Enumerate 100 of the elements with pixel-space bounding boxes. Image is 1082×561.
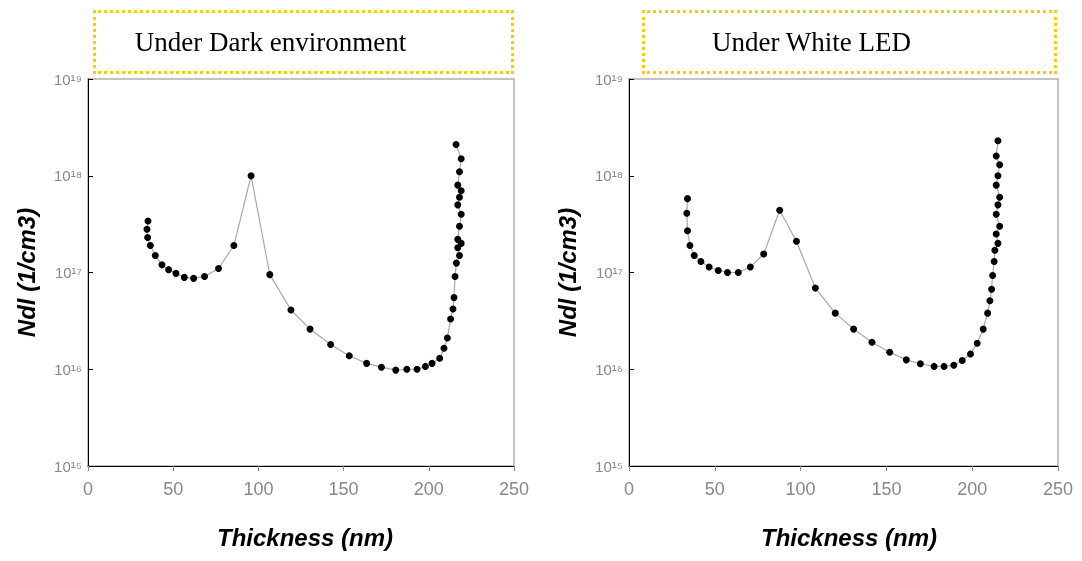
point bbox=[151, 251, 159, 259]
point bbox=[455, 193, 463, 201]
point bbox=[436, 354, 444, 362]
point bbox=[916, 360, 924, 368]
point bbox=[966, 350, 974, 358]
point bbox=[940, 362, 948, 370]
point bbox=[452, 259, 460, 267]
y-tick-label: 10¹⁶ bbox=[595, 360, 623, 378]
point bbox=[230, 242, 238, 250]
point bbox=[454, 201, 462, 209]
x-tick-label: 50 bbox=[163, 479, 184, 499]
point bbox=[457, 210, 465, 218]
point bbox=[989, 272, 997, 280]
point bbox=[992, 152, 1000, 160]
point bbox=[454, 235, 462, 243]
point bbox=[215, 265, 223, 272]
point bbox=[345, 352, 353, 360]
point bbox=[180, 273, 188, 281]
point bbox=[440, 344, 448, 352]
chart-title: Under White LED bbox=[712, 26, 911, 57]
point bbox=[363, 359, 371, 367]
x-tick-label: 100 bbox=[785, 479, 816, 499]
point bbox=[979, 325, 987, 333]
point bbox=[994, 201, 1002, 209]
point bbox=[958, 357, 966, 365]
point bbox=[930, 362, 938, 370]
point bbox=[190, 274, 198, 282]
point bbox=[684, 227, 692, 235]
x-tick-label: 0 bbox=[623, 479, 635, 499]
x-tick-label: 150 bbox=[328, 479, 359, 499]
y-tick-label: 10¹⁹ bbox=[594, 70, 623, 88]
point bbox=[683, 209, 691, 217]
point bbox=[792, 237, 800, 245]
point bbox=[455, 222, 463, 230]
point bbox=[811, 284, 819, 292]
y-tick-label: 10¹⁷ bbox=[595, 264, 623, 281]
point bbox=[454, 181, 462, 189]
point bbox=[996, 161, 1004, 169]
point bbox=[266, 271, 274, 279]
x-tick-label: 200 bbox=[957, 479, 988, 499]
point bbox=[684, 195, 692, 203]
point bbox=[986, 297, 994, 305]
point bbox=[996, 222, 1004, 230]
point bbox=[428, 359, 436, 367]
point bbox=[455, 251, 463, 259]
point bbox=[697, 257, 705, 265]
point bbox=[760, 250, 768, 258]
point bbox=[886, 348, 894, 356]
point bbox=[392, 366, 400, 374]
point bbox=[991, 246, 999, 254]
x-tick-label: 100 bbox=[243, 479, 274, 499]
point bbox=[455, 168, 463, 176]
y-axis-title: Ndl (1/cm3) bbox=[553, 207, 581, 338]
point bbox=[724, 269, 731, 276]
point bbox=[421, 362, 429, 370]
point bbox=[831, 309, 839, 317]
point bbox=[988, 285, 996, 293]
point bbox=[950, 361, 958, 369]
y-tick-label: 10¹⁵ bbox=[595, 457, 623, 475]
point bbox=[994, 137, 1002, 145]
point bbox=[447, 315, 455, 323]
point bbox=[457, 187, 465, 195]
y-tick-label: 10¹⁷ bbox=[54, 264, 82, 281]
x-axis-title: Thickness (nm) bbox=[216, 523, 394, 551]
x-tick-label: 50 bbox=[704, 479, 725, 499]
point bbox=[201, 272, 209, 280]
y-tick-label: 10¹⁹ bbox=[53, 70, 82, 88]
point bbox=[452, 141, 460, 149]
point bbox=[143, 225, 151, 233]
point bbox=[413, 365, 421, 373]
chart-title: Under Dark environment bbox=[134, 26, 407, 57]
point bbox=[443, 334, 451, 342]
point bbox=[902, 356, 910, 364]
point bbox=[994, 239, 1002, 247]
point bbox=[850, 325, 858, 333]
point bbox=[992, 230, 1000, 238]
y-tick-label: 10¹⁵ bbox=[54, 457, 82, 475]
x-tick-label: 150 bbox=[871, 479, 902, 499]
point bbox=[146, 242, 154, 250]
x-tick-label: 250 bbox=[498, 479, 530, 499]
point bbox=[158, 261, 166, 269]
point bbox=[734, 269, 742, 276]
point bbox=[973, 339, 981, 347]
point bbox=[172, 269, 180, 277]
y-tick-label: 10¹⁶ bbox=[54, 360, 82, 378]
point bbox=[992, 181, 1000, 189]
point bbox=[996, 193, 1004, 201]
y-axis-title: Ndl (1/cm3) bbox=[12, 207, 40, 338]
point bbox=[247, 172, 255, 180]
y-tick-label: 10¹⁸ bbox=[594, 167, 623, 185]
point bbox=[984, 309, 992, 317]
point bbox=[450, 294, 458, 302]
point bbox=[377, 363, 385, 371]
point bbox=[746, 263, 754, 271]
point bbox=[403, 365, 411, 373]
x-tick-label: 0 bbox=[82, 479, 94, 499]
point bbox=[327, 341, 335, 349]
point bbox=[994, 172, 1002, 180]
point bbox=[990, 257, 998, 265]
x-tick-label: 200 bbox=[413, 479, 444, 499]
